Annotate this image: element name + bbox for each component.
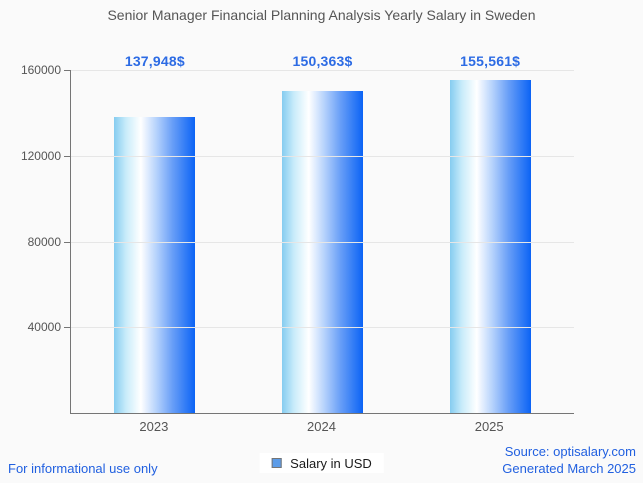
bar-value-label: 150,363$ [292, 53, 353, 69]
gridline [71, 70, 574, 71]
legend-label: Salary in USD [290, 455, 372, 471]
bar-slot: 155,561$ [406, 53, 574, 413]
bar-2023[interactable] [114, 117, 196, 413]
y-tick-mark [64, 155, 70, 157]
y-tick-mark [64, 70, 70, 71]
y-tick-label: 80000 [27, 234, 61, 249]
y-tick-label: 40000 [27, 320, 61, 335]
bar-value-label: 155,561$ [460, 53, 521, 69]
y-tick-label: 120000 [20, 148, 61, 163]
bar-value-label: 137,948$ [124, 53, 185, 69]
gridline [71, 241, 574, 243]
disclaimer-text: For informational use only [8, 461, 158, 476]
x-tick-label: 2023 [139, 419, 169, 434]
legend-swatch-icon [271, 458, 282, 468]
legend: Salary in USD [259, 453, 384, 473]
gridline [71, 155, 574, 157]
x-tick-label: 2024 [307, 419, 336, 434]
x-axis-labels: 2023 2024 2025 [70, 419, 573, 434]
source-info: Source: optisalary.com Generated March 2… [502, 443, 636, 477]
y-tick-label: 160000 [20, 63, 61, 77]
bar-slot: 150,363$ [239, 53, 407, 413]
y-tick-mark [64, 327, 70, 329]
generated-line: Generated March 2025 [502, 461, 636, 476]
bars-container: 137,948$ 150,363$ 155,561$ [71, 53, 574, 413]
bar-slot: 137,948$ [71, 53, 239, 413]
bar-2025[interactable] [449, 79, 531, 413]
y-tick-mark [64, 241, 70, 243]
x-tick-label: 2025 [474, 419, 504, 434]
bar-2024[interactable] [282, 90, 363, 413]
gridline [71, 327, 574, 329]
chart-title: Senior Manager Financial Planning Analys… [107, 7, 536, 23]
source-line: Source: optisalary.com [504, 444, 636, 459]
plot-area: 137,948$ 150,363$ 155,561$ 40000 80000 12000… [21, 53, 574, 414]
